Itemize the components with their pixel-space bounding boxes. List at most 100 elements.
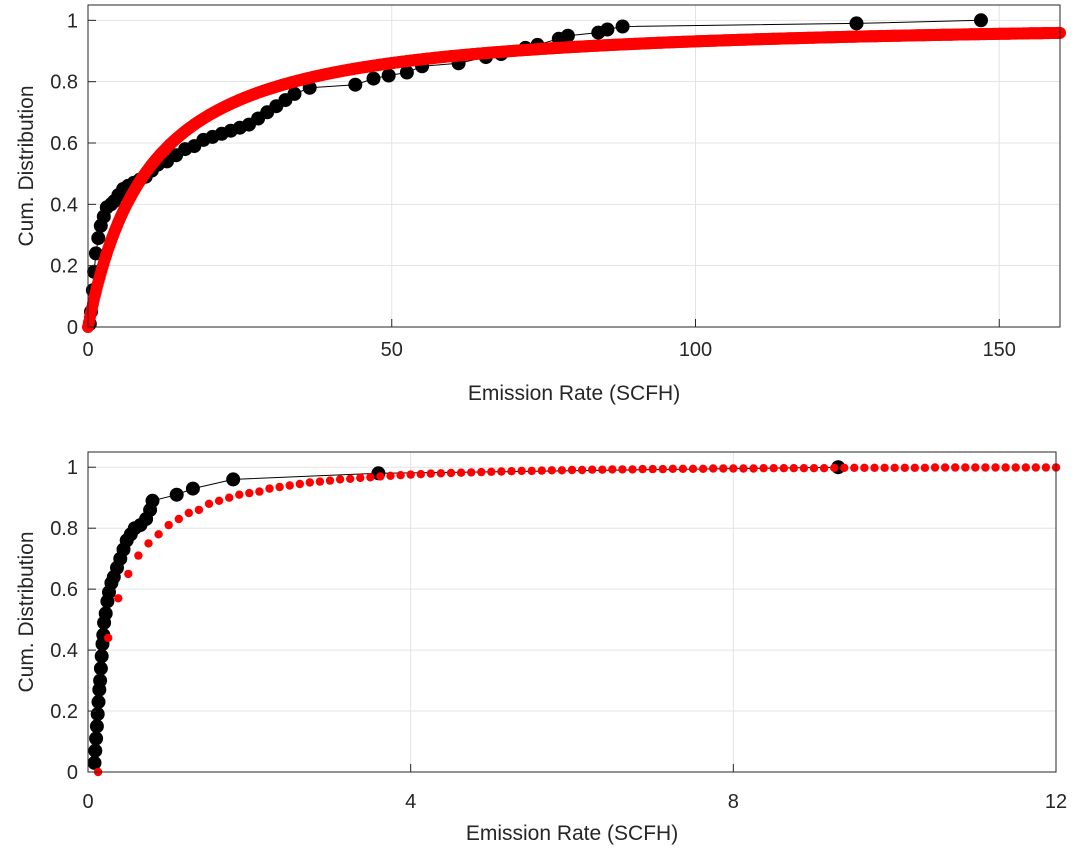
bottom-red-fit-point	[315, 477, 325, 486]
top-axes-frame	[87, 4, 1061, 328]
bottom-red-fit-point	[759, 464, 768, 473]
bottom-red-fit-point	[366, 473, 375, 482]
bottom-red-fit-point	[446, 468, 456, 478]
bottom-red-fit-point	[709, 464, 718, 473]
bottom-black-data-point	[98, 606, 113, 621]
bottom-red-fit-point	[456, 468, 466, 477]
bottom-black-data-point	[89, 719, 104, 734]
bottom-red-fit-point	[335, 475, 345, 484]
bottom-x-tick-label: 12	[1045, 791, 1067, 813]
bottom-red-fit-point	[870, 463, 879, 472]
top-y-tick-label: 0.8	[50, 72, 78, 94]
bottom-y-tick-label: 0.8	[50, 518, 78, 540]
bottom-red-fit-point	[577, 465, 587, 475]
bottom-red-fit-point	[507, 467, 516, 476]
bottom-red-fit-point	[860, 463, 869, 472]
bottom-red-fit-point	[940, 463, 950, 472]
bottom-red-fit-point	[739, 464, 748, 473]
bottom-black-data-point	[91, 694, 106, 709]
bottom-red-fit-point	[547, 466, 556, 475]
bottom-red-fit-point	[1031, 463, 1041, 472]
bottom-y-axis-label: Cum. Distribution	[15, 531, 38, 692]
bottom-red-fit-point	[396, 471, 405, 480]
top-black-data-point	[849, 16, 864, 31]
top-x-tick-label: 0	[82, 339, 93, 361]
bottom-red-fit-point	[809, 464, 819, 473]
bottom-y-tick-label: 0.4	[50, 640, 78, 662]
bottom-x-tick-label: 4	[405, 791, 416, 813]
bottom-red-fit-point	[830, 463, 839, 472]
bottom-x-axis-label: Emission Rate (SCFH)	[466, 822, 678, 845]
bottom-red-fit-point	[154, 530, 163, 539]
top-y-axis-label: Cum. Distribution	[15, 85, 38, 246]
bottom-red-fit-point	[951, 463, 960, 472]
top-black-data-point	[348, 77, 363, 92]
bottom-black-data-point	[90, 707, 105, 722]
bottom-red-fit-point	[819, 464, 829, 473]
bottom-red-fit-point	[890, 463, 899, 472]
bottom-red-fit-point	[225, 493, 234, 502]
bottom-red-fit-point	[779, 464, 788, 473]
top-black-data-point	[366, 71, 381, 86]
bottom-red-fit-point	[497, 467, 506, 476]
top-x-axis-label: Emission Rate (SCFH)	[468, 382, 680, 405]
bottom-y-tick-label: 0.2	[50, 701, 78, 723]
bottom-red-fit-point	[991, 463, 1000, 472]
bottom-red-fit-point	[920, 463, 930, 472]
bottom-red-fit-point	[114, 594, 123, 603]
bottom-red-fit-point	[1021, 463, 1030, 472]
bottom-red-fit-point	[204, 499, 214, 508]
bottom-red-fit-point	[900, 463, 909, 472]
bottom-red-fit-point	[305, 478, 314, 487]
bottom-black-data-point	[89, 731, 104, 746]
bottom-red-fit-point	[467, 468, 476, 477]
bottom-axes-frame	[87, 451, 1057, 773]
bottom-red-fit-point	[174, 514, 183, 524]
bottom-red-fit-point	[487, 467, 496, 476]
bottom-red-fit-point	[688, 464, 698, 473]
top-black-data-point	[88, 246, 103, 261]
bottom-chart-emission-cdf-zoomed: 0 4 8 12 0 0.2 0.4 0.6 0.8 1 Emission Rate (SCFH) C…	[15, 451, 1067, 845]
bottom-red-fit-point	[517, 466, 526, 476]
bottom-red-fit-point	[406, 470, 415, 479]
bottom-y-tick-label: 1	[67, 457, 78, 479]
bottom-red-fit-point	[719, 464, 728, 473]
bottom-red-fit-point	[245, 488, 254, 498]
top-y-tick-label: 0	[67, 317, 78, 339]
bottom-red-fit-point	[608, 465, 617, 474]
top-y-tick-label: 0.6	[50, 133, 78, 155]
bottom-red-fit-point	[124, 569, 133, 579]
bottom-red-fit-point	[638, 464, 647, 474]
bottom-red-fit-point	[477, 467, 486, 477]
bottom-red-fit-point	[588, 465, 597, 474]
bottom-black-data-point	[87, 755, 102, 770]
bottom-red-fit-point	[1001, 463, 1010, 472]
bottom-black-data-point	[93, 673, 108, 688]
bottom-red-fit-point	[144, 539, 153, 548]
bottom-red-fit-point	[930, 463, 940, 472]
top-black-data-point	[381, 68, 396, 83]
bottom-red-fit-point	[567, 465, 577, 475]
bottom-red-fit-point	[1041, 463, 1051, 472]
top-chart-emission-cdf: 0 50 100 150 0 0.2 0.4 0.6 0.8 1 Emission Rate (SC…	[15, 4, 1066, 405]
top-black-data-point	[560, 28, 575, 43]
bottom-red-fit-point	[678, 464, 688, 473]
bottom-red-fit-point	[265, 484, 274, 493]
bottom-red-fit-point	[789, 464, 798, 473]
bottom-red-fit-point	[1011, 463, 1020, 472]
bottom-black-data-point	[88, 743, 103, 758]
bottom-red-fit-point	[436, 469, 446, 478]
bottom-red-fit-point	[961, 463, 970, 472]
bottom-red-fit-point	[668, 464, 677, 473]
top-black-data-point	[600, 22, 615, 37]
bottom-red-fit-point	[628, 465, 637, 474]
bottom-black-data-point	[145, 493, 160, 508]
top-black-data-point	[399, 65, 414, 80]
bottom-red-fit-point	[557, 466, 567, 475]
top-black-data-point	[91, 231, 106, 246]
bottom-red-fit-point	[769, 464, 778, 473]
bottom-red-fit-point	[910, 463, 919, 472]
bottom-black-data-point	[93, 661, 108, 676]
bottom-y-tick-label: 0	[67, 762, 78, 784]
